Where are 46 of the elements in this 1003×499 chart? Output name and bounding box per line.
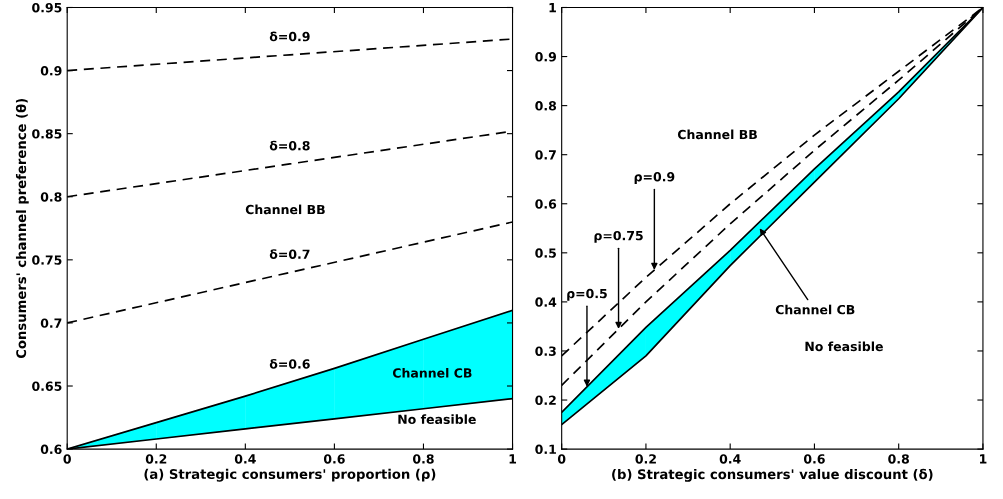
y-tick-label: 0.75 <box>32 255 62 265</box>
annotation: No feasible <box>805 341 883 352</box>
x-tick-label: 0.8 <box>412 454 434 464</box>
x-tick-label: 0.4 <box>234 454 256 464</box>
annotation: δ=0.8 <box>269 140 310 151</box>
x-tick-label: 0.6 <box>803 454 825 464</box>
y-tick-label: 0.6 <box>535 199 557 209</box>
y-tick-label: 0.4 <box>535 297 557 307</box>
annotation: δ=0.6 <box>269 358 310 369</box>
annotation: δ=0.7 <box>269 249 310 259</box>
y-tick-label: 1 <box>549 3 556 13</box>
annotation: Channel CB <box>775 304 855 315</box>
x-tick-label: 1 <box>980 454 987 464</box>
x-tick-label: 0.2 <box>635 454 656 464</box>
y-tick-label: 0.8 <box>40 192 62 202</box>
y-axis-title: Consumers' channel preference (θ) <box>15 98 29 359</box>
y-tick-label: 0.3 <box>535 346 556 356</box>
y-tick-label: 0.1 <box>535 444 556 455</box>
y-tick-label: 0.9 <box>40 66 62 76</box>
y-tick-label: 0.7 <box>40 318 62 328</box>
x-tick-label: 0.2 <box>145 454 167 464</box>
annotation: ρ=0.9 <box>634 172 675 184</box>
y-tick-label: 0.7 <box>535 150 556 160</box>
annotation: Channel CB <box>392 367 472 378</box>
y-tick-label: 0.65 <box>32 381 62 391</box>
annotation: No feasible <box>398 414 476 425</box>
y-tick-label: 0.9 <box>535 52 557 62</box>
y-tick-label: 0.95 <box>32 2 62 13</box>
x-axis-title: (b) Strategic consumers' value discount (δ) <box>612 468 933 482</box>
annotation: ρ=0.5 <box>567 288 607 301</box>
annotation: ρ=0.75 <box>594 230 643 243</box>
x-tick-label: 0.8 <box>888 454 909 464</box>
annotation: Channel BB <box>677 129 757 140</box>
x-tick-label: 0.4 <box>719 454 741 464</box>
annotation: δ=0.9 <box>269 31 310 42</box>
annotation: Channel BB <box>245 204 325 215</box>
x-tick-label: 0 <box>63 454 71 464</box>
y-tick-label: 0.5 <box>535 248 556 258</box>
x-tick-label: 0 <box>557 454 566 464</box>
x-axis-title: (a) Strategic consumers' proportion (ρ) <box>144 468 436 482</box>
y-tick-label: 0.8 <box>535 101 557 111</box>
y-tick-label: 0.2 <box>535 395 556 405</box>
x-tick-label: 1 <box>509 454 517 464</box>
y-tick-label: 0.85 <box>32 129 62 139</box>
y-tick-label: 0.6 <box>40 444 62 455</box>
x-tick-label: 0.6 <box>323 454 345 464</box>
